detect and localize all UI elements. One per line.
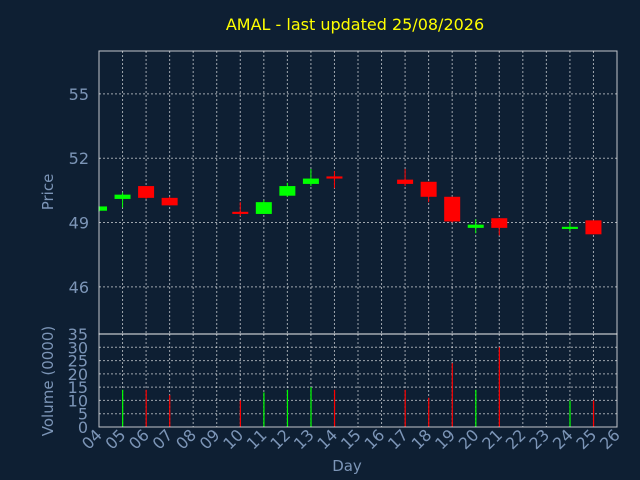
volume-tick-label: 5 — [78, 405, 88, 424]
volume-tick-label: 25 — [68, 352, 88, 371]
price-axis-label: Price — [39, 174, 57, 211]
volume-tick-label: 35 — [68, 325, 88, 344]
candle-body — [420, 181, 437, 197]
candle-body — [161, 197, 178, 206]
volume-bar — [592, 400, 595, 427]
candle-body — [279, 186, 296, 196]
candle — [585, 220, 602, 235]
candle — [279, 182, 296, 197]
volume-tick-label: 0 — [78, 418, 88, 437]
volume-panel-frame — [98, 333, 618, 428]
volume-bar — [239, 400, 241, 427]
volume-bar — [310, 387, 312, 427]
candle — [114, 192, 131, 208]
candle-body — [302, 178, 319, 184]
candle — [161, 196, 178, 206]
volume-tick-label: 10 — [68, 391, 88, 410]
candle — [561, 221, 578, 232]
candle-body — [232, 211, 249, 214]
volume-tick-label: 20 — [68, 365, 88, 384]
volume-bar — [451, 363, 453, 427]
candle — [138, 186, 155, 199]
volume-bar — [498, 347, 500, 427]
candle-body — [467, 224, 484, 228]
volume-bar — [122, 389, 124, 427]
volume-bar — [263, 392, 265, 427]
volume-axis-label: Volume (0000) — [39, 326, 57, 436]
candle — [491, 218, 508, 236]
candle — [232, 202, 249, 217]
x-axis-label: Day — [332, 457, 362, 475]
volume-bar — [404, 389, 406, 427]
volume-bar — [569, 400, 571, 427]
volume-bar — [145, 389, 147, 427]
price-axis-ticks: 46 49 52 55 — [69, 85, 89, 297]
volume-tick-label: 30 — [68, 338, 88, 357]
candle — [397, 168, 414, 187]
candle — [326, 171, 343, 189]
candle-body — [491, 218, 508, 228]
candle — [255, 200, 272, 214]
candle-body — [99, 206, 107, 211]
candle-body — [561, 226, 578, 229]
candle — [444, 196, 461, 223]
candle-body — [397, 179, 414, 184]
candle-body — [255, 202, 272, 214]
price-tick-label: 49 — [69, 214, 89, 233]
price-tick-label: 46 — [69, 278, 89, 297]
candle-body — [444, 196, 461, 222]
volume-tick-label: 15 — [68, 378, 88, 397]
x-axis-ticks: 0405060708091011121314151617181920212223… — [78, 425, 624, 453]
price-candles — [98, 168, 602, 236]
volume-bar — [428, 397, 430, 427]
candle-body — [138, 186, 155, 198]
candle — [467, 219, 484, 234]
price-tick-label: 55 — [69, 85, 89, 104]
volume-bar — [333, 389, 336, 427]
volume-bar — [286, 389, 289, 427]
candle — [302, 168, 319, 187]
volume-bar — [169, 395, 171, 427]
candle-body — [114, 194, 131, 199]
chart-title: AMAL - last updated 25/08/2026 — [226, 15, 484, 34]
candle-body — [585, 220, 602, 235]
candle — [420, 181, 437, 203]
candle-body — [326, 176, 343, 179]
price-tick-label: 52 — [69, 149, 89, 168]
volume-bar — [475, 389, 477, 427]
volume-bars — [122, 347, 595, 427]
